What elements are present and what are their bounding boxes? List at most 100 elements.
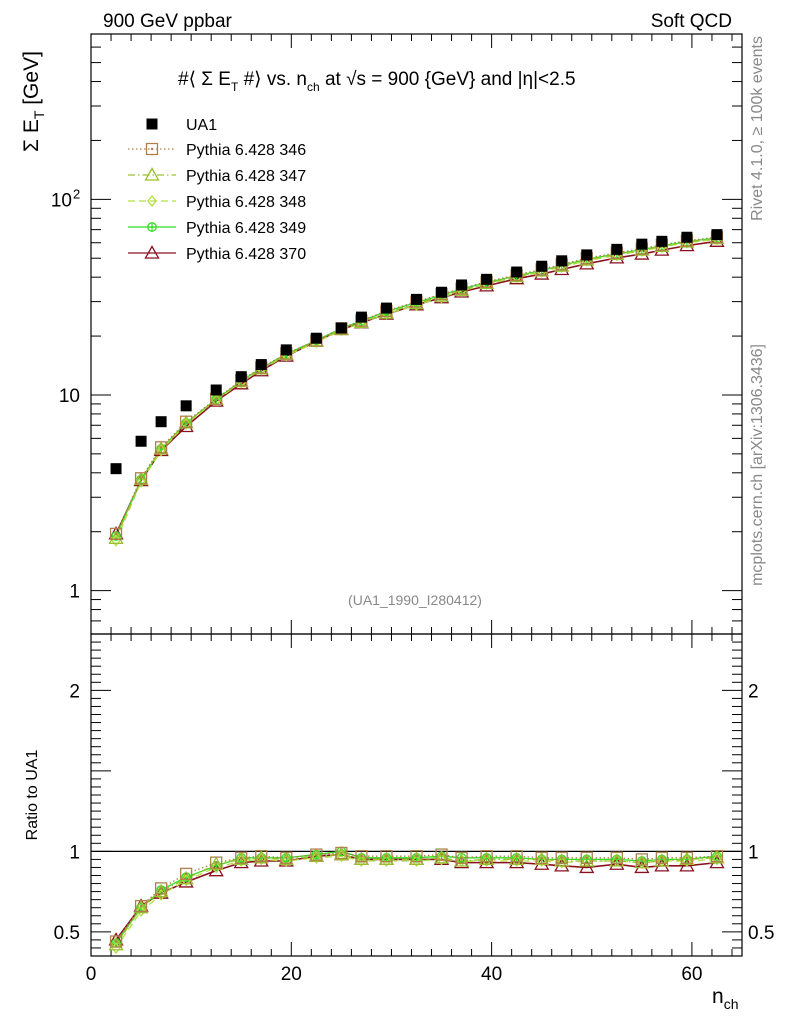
ratio-point-s1-24 [710, 850, 724, 863]
ratio-point-s2-20 [609, 853, 625, 867]
ua1-point-0 [110, 463, 122, 475]
ratio-point-s3-2 [156, 888, 166, 901]
legend-marker-4 [147, 222, 157, 232]
ua1-point-11 [380, 302, 392, 314]
ratio-point-s3-9 [336, 850, 347, 863]
ratio-point-s3-3 [181, 874, 191, 887]
ua1-point-22 [656, 235, 668, 247]
ua1-point-8 [310, 332, 322, 344]
ua1-point-17 [536, 260, 548, 272]
ratio-point-s1-7 [280, 851, 293, 864]
main-point-s1-3 [179, 415, 193, 428]
ratio-point-s1-12 [410, 850, 423, 863]
ua1-point-10 [355, 311, 367, 323]
ratio-point-s5-21 [634, 859, 650, 874]
ratio-point-s3-15 [481, 854, 492, 868]
ua1-point-4 [210, 384, 222, 396]
ratio-ytick-label-right-1: 1 [748, 842, 759, 863]
main-point-s1-2 [154, 441, 168, 454]
ratio-point-s1-9 [335, 846, 348, 860]
ratio-point-s2-17 [534, 851, 550, 866]
ratio-point-s1-1 [134, 899, 148, 913]
ua1-point-3 [180, 400, 192, 412]
ratio-point-s3-11 [381, 854, 392, 868]
ratio-y-axis-label: Ratio to UA1 [24, 750, 41, 841]
main-data-layer [108, 229, 725, 547]
ratio-point-s1-17 [535, 851, 548, 864]
ua1-point-12 [411, 293, 422, 305]
mcplots-label: mcplots.cern.ch [arXiv:1306.3436] [749, 344, 766, 586]
ratio-point-s3-16 [511, 854, 522, 868]
ratio-point-s3-10 [356, 854, 367, 868]
ratio-point-s3-0 [111, 941, 121, 954]
main-point-s2-2 [153, 441, 169, 455]
legend: UA1 Pythia 6.428 346 Pythia 6.428 347 Py… [128, 117, 306, 263]
ratio-point-s2-23 [679, 851, 695, 866]
main-series-line-1 [115, 236, 718, 535]
legend-marker-5 [144, 245, 160, 259]
ratio-point-s3-17 [536, 854, 547, 868]
ratio-point-s1-23 [680, 851, 694, 864]
ua1-point-15 [481, 273, 493, 285]
ratio-series-line-5 [115, 853, 718, 941]
rivet-version-label: Rivet 4.1.0, ≥ 100k events [749, 36, 766, 221]
ratio-point-s1-19 [580, 851, 593, 864]
ratio-point-s2-16 [509, 851, 525, 866]
ratio-point-s3-6 [256, 853, 267, 866]
ratio-point-s2-2 [153, 883, 169, 898]
ratio-ytick-label-right-0p5: 0.5 [748, 923, 774, 944]
ratio-point-s1-2 [154, 882, 168, 895]
main-ytick-label-100: 10 [51, 190, 72, 211]
xtick-label-20: 20 [281, 964, 302, 985]
ratio-point-s5-19 [579, 859, 595, 874]
ratio-point-s3-24 [712, 853, 722, 866]
legend-marker-0 [146, 118, 158, 130]
ratio-point-s1-4 [210, 856, 223, 869]
ratio-point-s1-21 [635, 853, 648, 866]
ratio-ytick-label-2: 2 [69, 681, 80, 702]
ratio-axis-ticks [90, 633, 742, 957]
main-point-s3-1 [136, 475, 146, 488]
ratio-data-layer [108, 846, 725, 954]
ua1-point-6 [255, 359, 267, 371]
ratio-point-s2-5 [233, 851, 249, 866]
ratio-point-s3-5 [236, 854, 247, 868]
ratio-point-s3-12 [411, 854, 422, 868]
plot-title: #⟨ Σ ET #⟩ vs. nch at √s = 900 {GeV} and… [178, 69, 576, 94]
xtick-label-40: 40 [481, 964, 502, 985]
ratio-point-s2-15 [478, 851, 495, 866]
ratio-point-s5-4 [208, 862, 224, 877]
ratio-ytick-label-right-2: 2 [748, 681, 759, 702]
ua1-point-18 [556, 255, 568, 267]
ratio-point-s1-13 [435, 848, 448, 861]
ua1-point-21 [636, 238, 648, 250]
main-ytick-label-100-exponent: 2 [73, 186, 80, 201]
ratio-ytick-label-1: 1 [69, 842, 80, 863]
ratio-point-s2-6 [253, 849, 269, 864]
main-series-line-2 [115, 237, 718, 539]
ratio-point-s5-18 [554, 858, 570, 872]
main-ytick-label-10: 10 [59, 386, 80, 407]
ratio-point-s1-18 [555, 851, 568, 864]
main-point-s2-3 [178, 415, 194, 429]
ratio-point-s2-7 [278, 851, 294, 866]
ratio-point-s1-22 [655, 851, 669, 864]
ratio-point-s2-21 [634, 854, 650, 869]
ratio-point-s2-0 [108, 936, 124, 951]
ua1-point-24 [711, 229, 723, 241]
legend-marker-3 [147, 194, 157, 208]
ua1-point-1 [135, 435, 147, 447]
ratio-point-s3-23 [682, 854, 692, 868]
ua1-point-13 [436, 286, 448, 298]
main-point-s1-1 [134, 472, 148, 485]
main-ytick-label-1: 1 [69, 582, 80, 603]
analysis-id-watermark: (UA1_1990_I280412) [348, 592, 482, 608]
ratio-series-line-2 [115, 853, 717, 946]
x-axis-label: nch [712, 985, 738, 1012]
ua1-point-23 [681, 231, 693, 243]
ratio-point-s2-18 [554, 853, 570, 867]
ratio-point-s2-13 [433, 849, 450, 864]
main-point-s1-0 [109, 527, 123, 541]
ratio-point-s3-4 [211, 861, 222, 874]
ratio-point-s2-8 [308, 848, 324, 862]
